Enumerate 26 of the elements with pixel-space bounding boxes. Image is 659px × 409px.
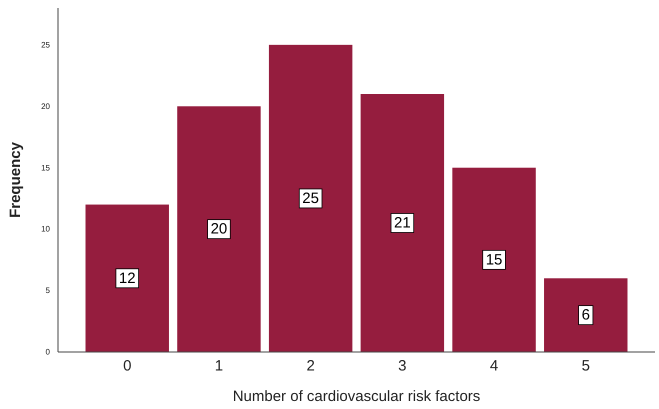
bar xyxy=(86,204,169,352)
x-tick-label: 3 xyxy=(398,358,407,375)
data-label: 25 xyxy=(302,190,319,207)
bar xyxy=(452,168,536,352)
x-tick-label: 5 xyxy=(582,358,590,375)
bar xyxy=(544,278,628,352)
x-axis-title: Number of cardiovascular risk factors xyxy=(232,388,480,405)
data-label: 6 xyxy=(582,306,590,324)
y-axis-title: Frequency xyxy=(7,141,24,218)
y-tick-label: 25 xyxy=(41,40,51,50)
x-tick-label: 2 xyxy=(306,358,315,375)
y-tick-label: 15 xyxy=(41,163,51,172)
y-tick-label: 0 xyxy=(46,348,51,357)
y-tick-label: 20 xyxy=(41,102,51,111)
bar xyxy=(360,94,444,352)
data-label: 12 xyxy=(118,270,136,287)
bar xyxy=(268,44,352,352)
data-label: 20 xyxy=(210,220,228,238)
y-tick-label: 5 xyxy=(46,286,51,296)
bar xyxy=(177,106,261,352)
x-tick-label: 4 xyxy=(490,358,498,375)
data-label: 15 xyxy=(486,251,502,268)
x-tick-label: 1 xyxy=(214,358,224,375)
data-label: 21 xyxy=(394,214,411,232)
y-tick-label: 10 xyxy=(41,224,51,234)
x-tick-label: 0 xyxy=(123,358,132,375)
